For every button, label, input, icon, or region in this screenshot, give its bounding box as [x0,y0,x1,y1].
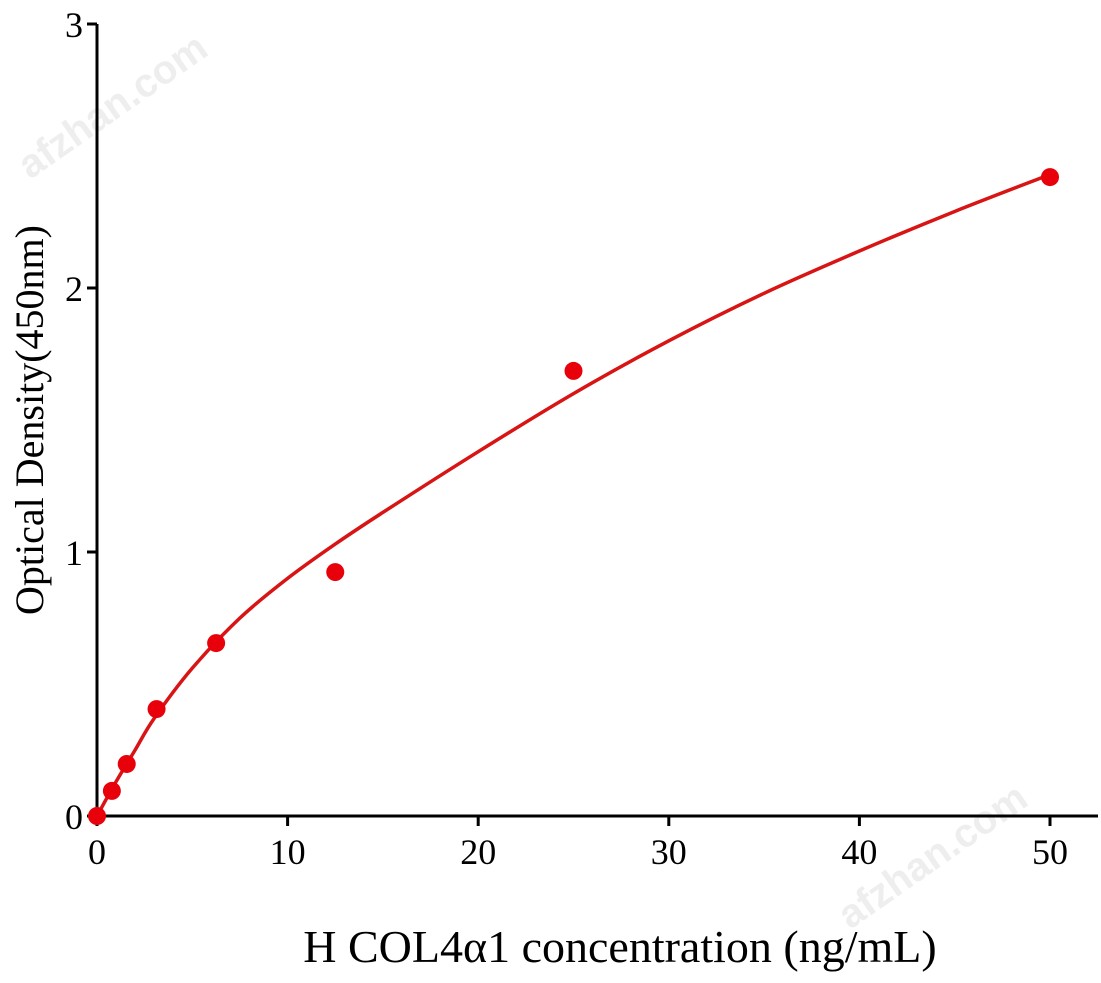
x-tick-label: 10 [270,832,306,872]
data-point [117,754,136,773]
y-tick-label: 2 [65,269,83,309]
y-tick-label: 3 [65,5,83,45]
axes: 0 10 20 30 40 50 0 1 2 3 [65,5,1098,872]
data-point [1041,168,1059,187]
data-point [88,807,106,825]
y-axis-label: Optical Density(450nm) [7,225,52,615]
data-point [147,700,166,719]
data-point [564,361,583,380]
x-tick-label: 30 [651,832,687,872]
x-tick-label: 40 [841,832,877,872]
x-axis-label: H COL4α1 concentration (ng/mL) [303,921,936,972]
y-tick-label: 1 [65,533,83,573]
x-tick-label: 0 [88,832,106,872]
data-point [102,781,121,800]
data-points [88,168,1059,825]
fit-curve [95,172,1051,817]
y-tick-label: 0 [65,797,83,837]
watermark: afzhan.com [10,25,215,187]
x-tick-label: 50 [1032,832,1068,872]
x-tick-label: 20 [460,832,496,872]
data-point [326,563,345,582]
data-point [207,634,226,653]
